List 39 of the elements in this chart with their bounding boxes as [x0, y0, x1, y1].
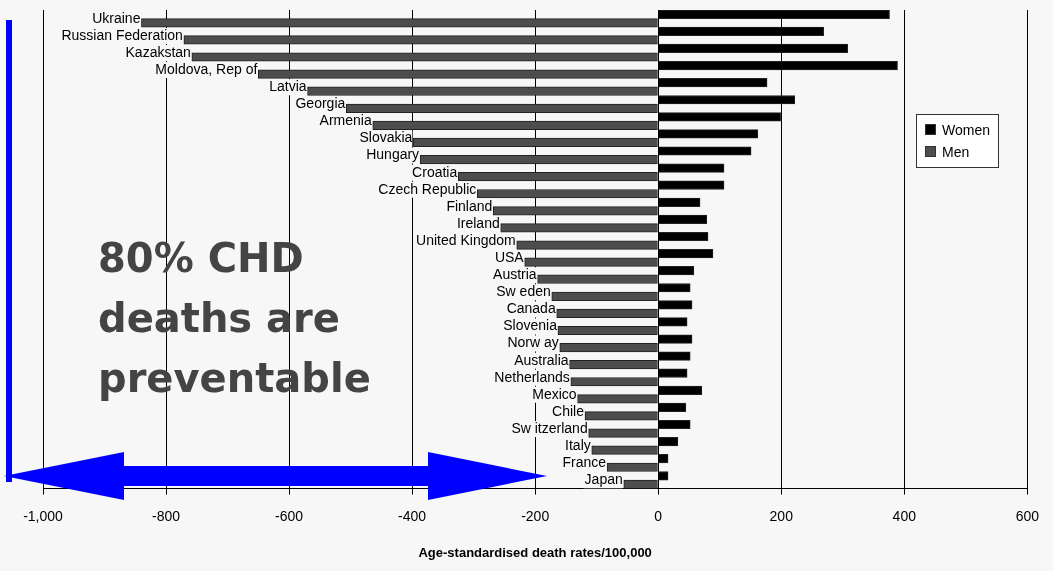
y-tick-label: Japan — [584, 471, 623, 488]
x-tick-label: 0 — [654, 507, 663, 524]
y-tick-label: Kazakstan — [125, 43, 191, 60]
y-tick-label: United Kingdom — [416, 231, 516, 248]
x-tick-label: -600 — [275, 507, 304, 524]
y-tick-label: USA — [494, 248, 525, 265]
y-tick-label: Russian Federation — [61, 26, 183, 43]
y-tick-label: Czech Republic — [378, 180, 477, 197]
y-tick-label: Sw itzerland — [511, 419, 588, 436]
x-tick-label: -800 — [152, 507, 181, 524]
y-tick-label: Mexico — [532, 385, 577, 402]
y-tick-label: Canada — [506, 300, 556, 317]
y-tick-label: Ireland — [456, 214, 500, 231]
y-tick-label: Sw eden — [496, 283, 551, 300]
x-tick-label: -200 — [521, 507, 550, 524]
x-tick-label: -400 — [398, 507, 427, 524]
y-tick-label: Finland — [446, 197, 493, 214]
y-tick-label: Croatia — [412, 163, 458, 180]
y-tick-label: Latvia — [269, 78, 307, 95]
legend-label: Women — [941, 121, 990, 140]
legend-label: Men — [941, 143, 971, 162]
y-tick-label: Moldova, Rep of — [155, 60, 258, 77]
x-tick-label: 400 — [892, 507, 917, 524]
y-tick-label: Hungary — [366, 146, 420, 163]
y-tick-label: France — [562, 454, 607, 471]
y-tick-label: Armenia — [319, 112, 372, 129]
y-tick-label: Australia — [514, 351, 569, 368]
y-tick-label: Austria — [493, 266, 537, 283]
y-tick-label: Norw ay — [507, 334, 559, 351]
y-tick-label: Chile — [552, 402, 585, 419]
y-tick-label: Georgia — [295, 95, 346, 112]
x-axis-title: Age-standardised death rates/100,000 — [418, 544, 652, 560]
x-tick-label: 600 — [1015, 507, 1040, 524]
x-tick-label: -1,000 — [23, 507, 64, 524]
y-tick-label: Slovenia — [503, 317, 558, 334]
y-tick-label: Ukraine — [92, 9, 141, 26]
x-tick-label: 200 — [769, 507, 794, 524]
y-tick-label: Netherlands — [494, 368, 570, 385]
y-tick-label: Italy — [565, 437, 591, 453]
